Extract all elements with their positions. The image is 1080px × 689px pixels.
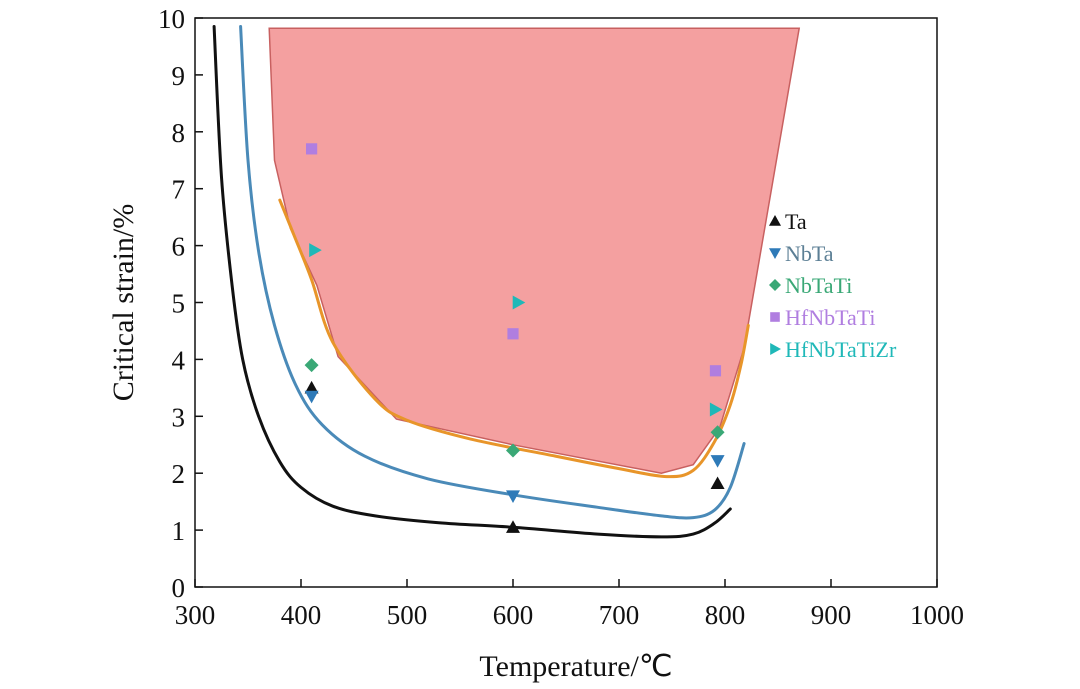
y-tick-label: 2 <box>172 459 186 489</box>
legend-marker-ta <box>769 215 781 226</box>
point-nbtati-2 <box>506 443 520 458</box>
x-axis-title: Temperature/℃ <box>479 650 672 683</box>
y-tick-label: 1 <box>172 516 186 546</box>
y-tick-label: 4 <box>172 345 186 375</box>
point-nbta-3 <box>710 455 725 468</box>
x-tick-label: 400 <box>281 600 322 630</box>
curve-ta-trend <box>212 25 732 539</box>
legend-label-nbtati: NbTaTi <box>785 273 852 298</box>
curve-orange-boundary <box>278 198 750 479</box>
curve-nbta-trend <box>239 25 746 520</box>
point-ta-1 <box>304 380 319 394</box>
plot-area <box>212 25 801 539</box>
point-hfnbtati-2 <box>507 328 519 340</box>
y-tick-label: 10 <box>158 4 185 34</box>
x-tick-label: 600 <box>493 600 534 630</box>
axes: 300 400 500 600 700 800 900 1000 0 1 2 3 4 5 6 7 8 9 10 Tem… <box>107 4 964 683</box>
legend-label-nbta: NbTa <box>785 241 834 266</box>
point-nbtati-3 <box>710 425 725 440</box>
y-tick-label: 9 <box>172 61 186 91</box>
point-hfnbtati-3 <box>709 365 722 377</box>
point-hfnbtati-1 <box>306 143 318 155</box>
point-hfnbtatizr-2 <box>512 295 526 310</box>
legend: Ta NbTa NbTaTi HfNbTaTi HfNbTaTiZr <box>769 209 897 362</box>
y-tick-label: 0 <box>172 573 186 603</box>
y-tick-label: 8 <box>172 118 186 148</box>
y-tick-label: 6 <box>172 232 186 262</box>
shaded-region <box>268 27 801 474</box>
y-axis-title: Critical strain/% <box>107 204 140 401</box>
x-tick-label: 500 <box>387 600 428 630</box>
point-ta-3 <box>710 476 725 490</box>
x-tick-label: 700 <box>599 600 640 630</box>
legend-marker-hfnbtatizr <box>770 343 781 355</box>
x-tick-label: 800 <box>705 600 746 630</box>
point-hfnbtatizr-1 <box>309 243 322 258</box>
point-hfnbtatizr-3 <box>709 402 723 417</box>
point-nbta-1 <box>304 390 319 404</box>
legend-marker-nbta <box>769 248 781 259</box>
legend-marker-hfnbtati <box>770 312 780 322</box>
point-ta-2 <box>506 520 520 533</box>
legend-label-hfnbtatizr: HfNbTaTiZr <box>785 337 897 362</box>
legend-label-ta: Ta <box>785 209 807 234</box>
x-tick-label: 300 <box>175 600 216 630</box>
point-nbta-2 <box>506 490 520 503</box>
y-tick-label: 7 <box>172 175 186 205</box>
legend-marker-nbtati <box>769 279 781 291</box>
x-tick-label: 900 <box>811 600 852 630</box>
y-tick-label: 3 <box>172 402 186 432</box>
legend-label-hfnbtati: HfNbTaTi <box>785 305 876 330</box>
point-nbtati-1 <box>304 358 319 373</box>
x-tick-label: 1000 <box>910 600 964 630</box>
y-tick-label: 5 <box>172 289 186 319</box>
